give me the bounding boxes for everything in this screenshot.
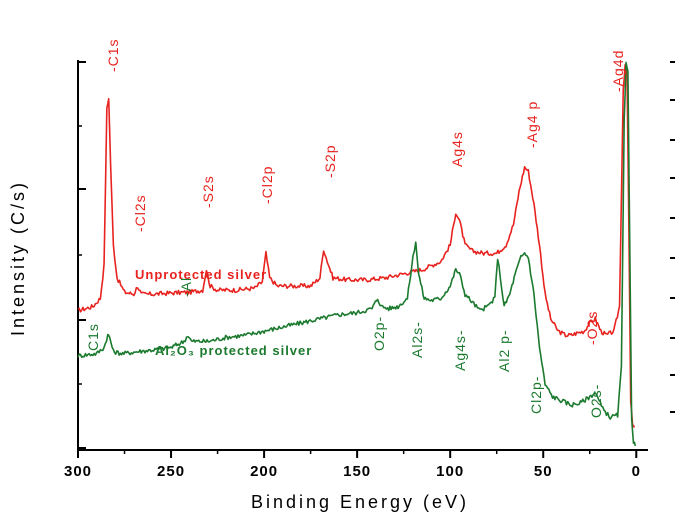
peak-label: Ag4s xyxy=(449,131,465,167)
peak-label: Cl2p- xyxy=(528,376,544,414)
peak-label: Al2 p- xyxy=(496,329,512,372)
x-tick-label: 150 xyxy=(343,463,371,480)
peak-labels: -C1s -Cl2s -S2s -Cl2p -S2p Ag4s -Ag4 p -O2s -Ag4… xyxy=(85,38,626,418)
peak-label: Ag4s- xyxy=(452,329,468,371)
series-line-1 xyxy=(77,63,636,428)
peak-label: -Cl2p xyxy=(259,166,275,204)
peak-label: O2p- xyxy=(371,316,387,351)
peak-label: Al2s- xyxy=(409,321,425,358)
series-1-label: Unprotected silver xyxy=(135,267,267,282)
peak-label: -Al xyxy=(178,277,194,297)
x-axis-title: Binding Energy (eV) xyxy=(251,492,469,512)
peak-label: C1s xyxy=(85,323,101,351)
x-tick-label: 250 xyxy=(157,463,185,480)
x-tick-label: 200 xyxy=(250,463,278,480)
x-tick-label: 50 xyxy=(534,463,553,480)
peak-label: -S2p xyxy=(322,144,338,178)
peak-label: -S2s xyxy=(200,175,216,208)
peak-label: -Ag4d xyxy=(610,50,626,92)
series-2-label: Al₂O₃ protected silver xyxy=(155,343,312,358)
peak-label: -O2s xyxy=(584,311,600,345)
series-line-2 xyxy=(77,61,637,447)
axes: 300 250 200 150 100 50 0 xyxy=(64,60,675,480)
x-tick-label: 300 xyxy=(64,463,92,480)
peak-label: O2s- xyxy=(588,384,604,418)
x-tick-label: 0 xyxy=(632,463,641,480)
series-layer xyxy=(77,61,637,447)
peak-label: -Cl2s xyxy=(132,194,148,232)
peak-label: -C1s xyxy=(105,38,121,72)
y-axis-title: Intensity (C/s) xyxy=(8,180,28,336)
x-tick-label: 100 xyxy=(436,463,464,480)
peak-label: -Ag4 p xyxy=(524,101,540,148)
